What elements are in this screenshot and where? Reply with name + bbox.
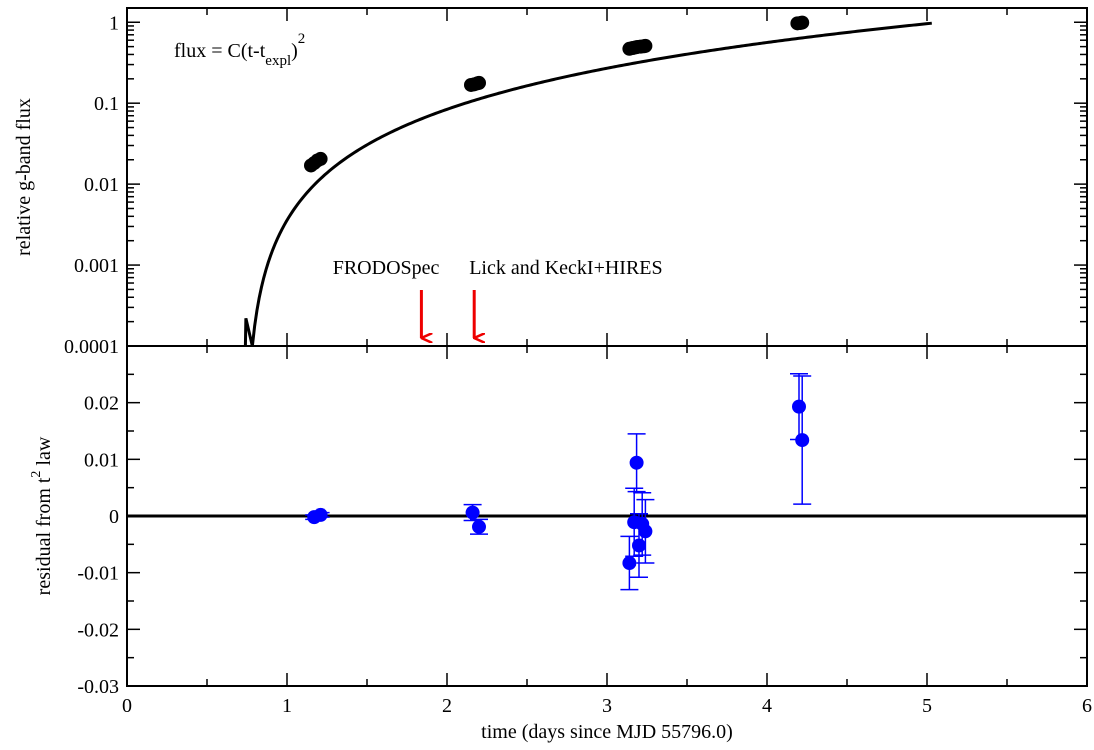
y-tick-label: 0.02	[84, 393, 119, 415]
y-tick-label: -0.01	[77, 563, 119, 585]
y-tick-label: 0.0001	[64, 336, 119, 358]
residual-point	[622, 556, 637, 571]
residual-point	[638, 524, 653, 539]
flux-point	[313, 151, 328, 166]
y-tick-label: 0.01	[84, 174, 119, 196]
y-tick-label: 0.01	[84, 449, 119, 471]
residual-axis-ticks	[126, 345, 1088, 687]
x-tick-label: 0	[122, 695, 132, 717]
residual-point	[629, 455, 644, 470]
flux-data-points	[304, 15, 810, 173]
x-tick-label: 6	[1082, 695, 1092, 717]
y-tick-label: -0.02	[77, 619, 119, 641]
flux-axis-ticks	[126, 8, 1088, 347]
x-tick-label: 2	[442, 695, 452, 717]
residual-y-tick-labels: -0.03 -0.02 -0.01 0 0.01 0.02	[77, 393, 119, 698]
residual-y-axis-label: residual from t2 law	[29, 436, 55, 595]
residual-point	[795, 433, 810, 448]
x-axis-label: time (days since MJD 55796.0)	[481, 721, 733, 743]
residual-data-points	[305, 373, 812, 591]
residual-point	[472, 519, 486, 534]
y-tick-label: 0	[109, 506, 119, 528]
y-tick-label: -0.03	[77, 676, 119, 698]
residual-point	[313, 507, 328, 522]
annotation-label: Lick and KeckI+HIRES	[469, 257, 662, 279]
y-tick-label: 0.1	[94, 93, 119, 115]
x-tick-label: 5	[922, 695, 932, 717]
model-formula: flux = C(t-texpl)2	[174, 31, 305, 69]
residual-point	[792, 399, 806, 414]
x-tick-labels: 0 1 2 3 4 5 6	[122, 695, 1092, 717]
annotation-label: FRODOSpec	[333, 257, 440, 279]
flux-point	[638, 38, 653, 53]
residual-point	[632, 538, 646, 553]
flux-panel: 0.0001 0.001 0.01 0.1 1 relative g-band flux…	[13, 7, 1088, 358]
x-tick-label: 3	[602, 695, 612, 717]
y-tick-label: 0.001	[74, 255, 119, 277]
residual-panel: -0.03 -0.02 -0.01 0 0.01 0.02 0 1 2 3 4 5 6 residua…	[29, 345, 1092, 743]
residual-point	[465, 505, 480, 520]
flux-point	[472, 75, 486, 90]
t-squared-model-curve	[243, 21, 932, 347]
flux-point	[795, 15, 810, 30]
flux-y-tick-labels: 0.0001 0.001 0.01 0.1 1	[64, 12, 119, 358]
x-tick-label: 1	[282, 695, 292, 717]
x-tick-label: 4	[762, 695, 772, 717]
y-tick-label: 1	[109, 12, 119, 34]
spectroscopy-annotations: FRODOSpec Lick and KeckI+HIRES	[333, 257, 663, 338]
flux-y-axis-label: relative g-band flux	[13, 98, 35, 256]
